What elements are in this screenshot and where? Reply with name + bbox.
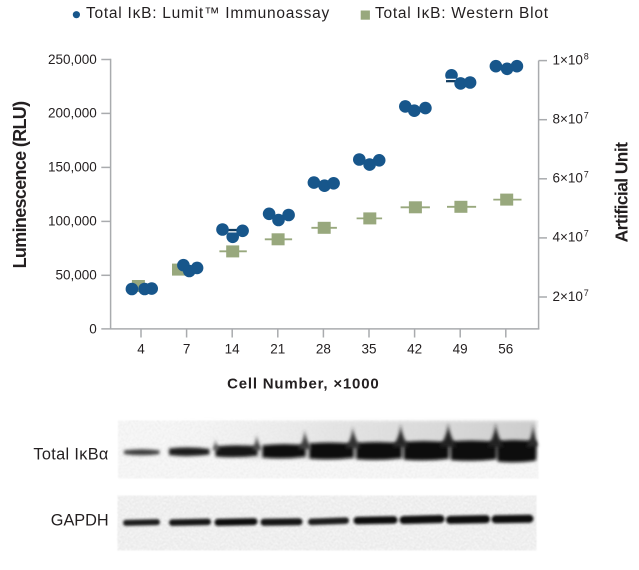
svg-text:0: 0 (89, 321, 97, 336)
svg-text:1×108: 1×108 (553, 51, 589, 67)
svg-text:2×107: 2×107 (553, 288, 589, 304)
svg-text:8×107: 8×107 (553, 111, 589, 127)
svg-text:GAPDH: GAPDH (51, 512, 109, 530)
svg-text:Total IκB: Lumit™ Immunoassay: Total IκB: Lumit™ Immunoassay (86, 5, 330, 22)
svg-text:28: 28 (316, 342, 331, 357)
svg-text:Total IκBα: Total IκBα (33, 445, 108, 463)
svg-text:150,000: 150,000 (48, 160, 97, 175)
svg-text:100,000: 100,000 (48, 214, 97, 229)
svg-text:35: 35 (361, 342, 376, 357)
svg-text:Total IκB: Western Blot: Total IκB: Western Blot (375, 5, 549, 22)
svg-text:42: 42 (407, 342, 422, 357)
svg-text:50,000: 50,000 (56, 268, 97, 283)
svg-text:200,000: 200,000 (48, 106, 97, 121)
svg-text:6×107: 6×107 (553, 170, 589, 186)
svg-text:4×107: 4×107 (553, 229, 589, 245)
svg-text:4: 4 (137, 342, 145, 357)
svg-text:14: 14 (225, 342, 241, 357)
svg-text:7: 7 (183, 342, 191, 357)
svg-text:Cell Number, ×1000: Cell Number, ×1000 (227, 376, 379, 393)
svg-text:21: 21 (270, 342, 285, 357)
svg-text:Artificial Unit: Artificial Unit (611, 142, 631, 242)
svg-text:56: 56 (498, 342, 513, 357)
svg-text:250,000: 250,000 (48, 52, 97, 67)
svg-text:Luminescence (RLU): Luminescence (RLU) (10, 101, 30, 268)
svg-text:49: 49 (453, 342, 468, 357)
